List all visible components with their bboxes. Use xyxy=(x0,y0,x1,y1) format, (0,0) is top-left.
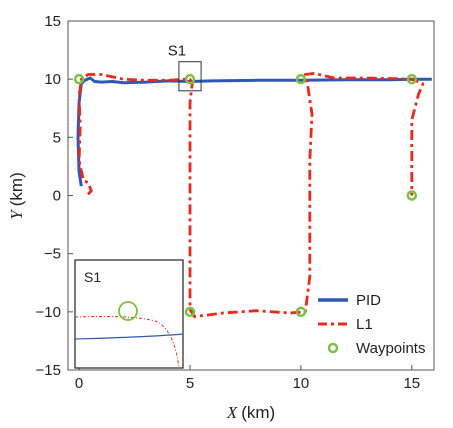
series-line-l1 xyxy=(77,72,425,318)
waypoint-marker xyxy=(295,73,307,85)
legend-l1-label: L1 xyxy=(356,316,373,333)
waypoints-layer xyxy=(73,73,418,318)
x-tick-label: 0 xyxy=(75,375,83,392)
legend-waypoint-marker xyxy=(327,342,339,354)
waypoint-marker xyxy=(406,190,418,201)
y-axis-unit: (km) xyxy=(7,172,26,206)
y-tick-label: 5 xyxy=(53,129,61,146)
inset-l1-line xyxy=(75,316,180,368)
y-axis-variable: Y xyxy=(7,209,26,220)
y-tick-label: −5 xyxy=(44,246,61,263)
x-axis-title: X (km) xyxy=(226,403,275,422)
waypoint-marker xyxy=(184,306,196,318)
y-axis-title: Y (km) xyxy=(7,172,26,219)
inset-pid-line xyxy=(75,333,183,340)
series-layer xyxy=(76,72,432,318)
y-tick-label: 15 xyxy=(44,13,61,30)
x-axis-unit: (km) xyxy=(241,403,275,422)
legend: PID L1 Waypoints xyxy=(318,292,425,357)
zoom-box-s1 xyxy=(178,61,202,92)
x-tick-label: 5 xyxy=(186,375,194,392)
y-tick-label: 0 xyxy=(53,188,61,205)
zoom-box-label: S1 xyxy=(168,43,186,60)
x-tick-label: 10 xyxy=(293,375,310,392)
legend-pid-label: PID xyxy=(356,292,381,309)
plot-frame xyxy=(67,20,435,371)
axis-ticks: 0 5 10 15 15 10 5 0 −5 −10 −15 xyxy=(36,13,421,392)
x-axis-variable: X xyxy=(226,403,238,422)
waypoint-marker xyxy=(184,73,196,85)
series-line-pid xyxy=(76,76,432,187)
y-tick-label: −15 xyxy=(36,362,61,379)
waypoint-marker xyxy=(406,73,418,85)
inset-panel: S1 xyxy=(74,259,184,369)
waypoint-marker xyxy=(295,306,307,318)
inset-title: S1 xyxy=(84,269,101,285)
y-tick-label: 10 xyxy=(44,71,61,88)
x-tick-label: 15 xyxy=(403,375,420,392)
legend-waypoints-label: Waypoints xyxy=(356,340,425,357)
inset-waypoint-marker xyxy=(118,301,138,321)
y-tick-label: −10 xyxy=(36,304,61,321)
waypoint-marker xyxy=(73,73,85,85)
